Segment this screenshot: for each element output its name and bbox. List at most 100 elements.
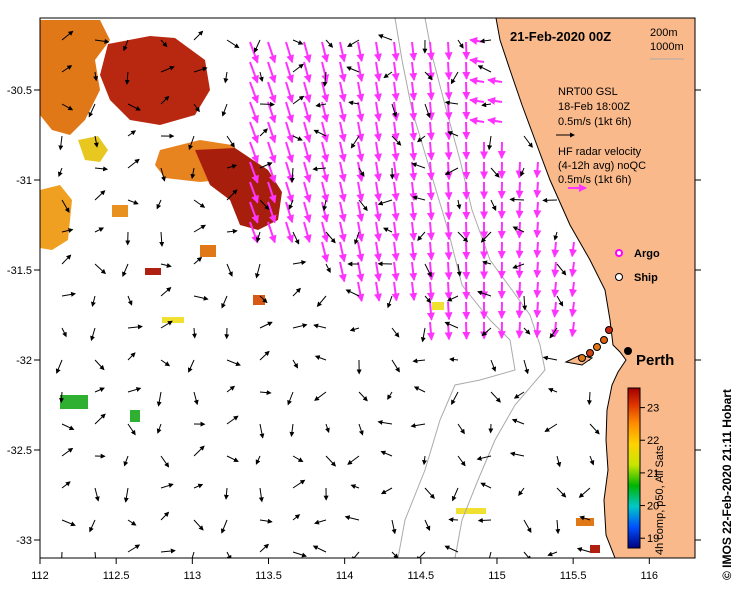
radar-vector bbox=[448, 262, 449, 279]
radar-vector bbox=[537, 302, 538, 317]
radar-vector bbox=[537, 162, 538, 177]
ship-marker bbox=[594, 344, 601, 351]
sst-pixel bbox=[576, 518, 594, 526]
map-title: 21-Feb-2020 00Z bbox=[510, 29, 611, 44]
radar-vector bbox=[466, 62, 467, 79]
x-tick-label: 115 bbox=[488, 570, 506, 582]
radar-vector bbox=[537, 182, 538, 197]
radar-vector bbox=[448, 162, 449, 179]
x-tick-label: 116 bbox=[641, 570, 659, 582]
radar-vector bbox=[466, 82, 467, 99]
sst-pixel bbox=[590, 545, 600, 553]
model-vector bbox=[449, 519, 458, 520]
ship-marker bbox=[601, 337, 608, 344]
radar-vector bbox=[448, 282, 449, 299]
radar-vector bbox=[448, 222, 449, 239]
radar-vector bbox=[519, 242, 520, 258]
city-label: Perth bbox=[636, 352, 674, 369]
radar-vector bbox=[466, 42, 467, 59]
sst-pixel-yellow bbox=[456, 508, 486, 514]
y-tick-label: -30.5 bbox=[7, 85, 32, 97]
radar-vector bbox=[466, 162, 467, 179]
radar-vector bbox=[448, 182, 449, 199]
radar-vector bbox=[466, 102, 467, 119]
radar-vector bbox=[466, 182, 467, 199]
ship-marker bbox=[579, 355, 586, 362]
ship-marker bbox=[587, 350, 594, 357]
y-tick-label: -31 bbox=[16, 175, 32, 187]
bathy-legend-1000m: 1000m bbox=[650, 41, 684, 53]
credit-text: © IMOS 22-Feb-2020 21:11 Hobart bbox=[720, 389, 734, 580]
ship-legend-symbol bbox=[616, 274, 623, 281]
model-legend-line1: NRT00 GSL bbox=[558, 86, 618, 98]
radar-vector bbox=[466, 282, 467, 299]
sst-pixel bbox=[145, 268, 161, 275]
radar-vector bbox=[466, 122, 467, 139]
sst-pixel bbox=[200, 245, 216, 257]
radar-vector bbox=[537, 242, 538, 257]
colorbar-gradient bbox=[628, 388, 640, 548]
radar-vector bbox=[537, 282, 538, 297]
radar-vector bbox=[448, 62, 449, 79]
model-vector bbox=[260, 104, 274, 105]
radar-legend-line2: (4-12h avg) noQC bbox=[558, 160, 646, 172]
radar-vector bbox=[448, 322, 449, 339]
y-tick-label: -31.5 bbox=[7, 265, 32, 277]
argo-legend-symbol bbox=[616, 250, 622, 256]
radar-vector bbox=[448, 202, 449, 219]
sst-pixel-yellow bbox=[432, 302, 444, 310]
radar-vector bbox=[466, 202, 467, 219]
x-tick-label: 113 bbox=[184, 570, 202, 582]
radar-vector bbox=[519, 202, 520, 218]
model-legend-line2: 18-Feb 18:00Z bbox=[558, 101, 630, 113]
sst-pixel-green bbox=[130, 410, 140, 422]
x-tick-label: 112 bbox=[31, 570, 49, 582]
radar-vector bbox=[519, 182, 520, 198]
radar-vector bbox=[519, 262, 520, 278]
x-tick-label: 114 bbox=[336, 570, 354, 582]
radar-vector bbox=[466, 142, 467, 159]
model-legend-line3: 0.5m/s (1kt 6h) bbox=[558, 116, 631, 128]
radar-vector bbox=[448, 42, 449, 59]
perth-marker bbox=[624, 347, 632, 355]
radar-vector bbox=[537, 262, 538, 277]
radar-legend-line1: HF radar velocity bbox=[558, 146, 642, 158]
radar-legend-line3: 0.5m/s (1kt 6h) bbox=[558, 174, 631, 186]
radar-vector bbox=[448, 122, 449, 139]
x-tick-label: 113.5 bbox=[255, 570, 282, 582]
x-tick-label: 114.5 bbox=[407, 570, 434, 582]
sst-patch-west bbox=[40, 185, 72, 250]
colorbar-tick-label: 23 bbox=[647, 403, 659, 415]
bathy-legend-200m: 200m bbox=[650, 27, 678, 39]
argo-legend-label: Argo bbox=[634, 248, 660, 260]
radar-vector bbox=[537, 322, 538, 337]
radar-vector bbox=[448, 142, 449, 159]
radar-vector bbox=[448, 302, 449, 319]
radar-vector bbox=[466, 222, 467, 239]
radar-vector bbox=[519, 162, 520, 178]
sst-pixel-green bbox=[60, 395, 88, 409]
radar-vector bbox=[448, 242, 449, 259]
y-tick-label: -32.5 bbox=[7, 445, 32, 457]
radar-vector bbox=[448, 102, 449, 119]
colorbar-label: 4h comp, p50, All Sats bbox=[654, 445, 666, 555]
x-tick-label: 115.5 bbox=[560, 570, 587, 582]
model-vector bbox=[479, 520, 491, 521]
radar-vector bbox=[448, 82, 449, 99]
y-tick-label: -33 bbox=[16, 535, 32, 547]
radar-vector bbox=[537, 202, 538, 217]
sst-pixel-yellow bbox=[162, 317, 184, 323]
y-tick-label: -32 bbox=[16, 355, 32, 367]
colorbar-tick-label: 22 bbox=[647, 435, 659, 447]
radar-vector bbox=[519, 302, 520, 318]
radar-vector bbox=[466, 242, 467, 259]
ship-legend-label: Ship bbox=[634, 272, 658, 284]
model-vector bbox=[510, 199, 524, 200]
radar-vector bbox=[519, 322, 520, 338]
radar-vector bbox=[466, 322, 467, 339]
x-tick-label: 112.5 bbox=[103, 570, 130, 582]
radar-vector bbox=[466, 302, 467, 319]
x-axis: 112 112.5 113 113.5 114 114.5 115 115.5 116 bbox=[31, 558, 658, 582]
